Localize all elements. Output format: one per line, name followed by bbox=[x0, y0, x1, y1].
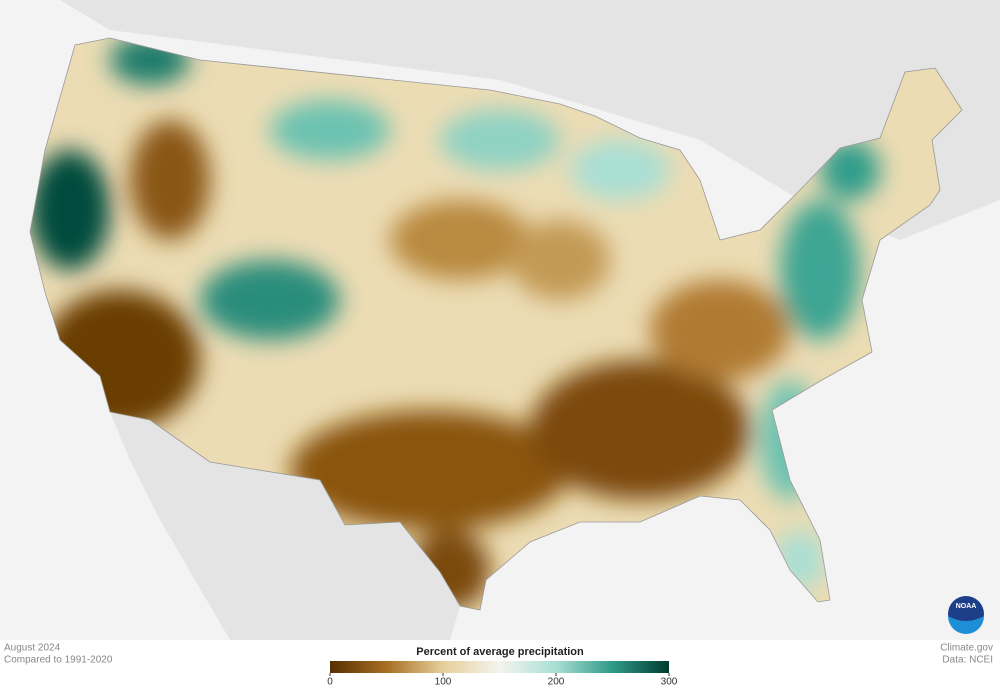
legend-title: Percent of average precipitation bbox=[416, 646, 584, 658]
mexico bbox=[110, 412, 460, 640]
data-credit: Data: NCEI bbox=[942, 655, 993, 666]
colorbar-tick-label: 0 bbox=[327, 677, 333, 688]
colorbar-tick-label: 100 bbox=[435, 677, 452, 688]
colorbar-tick-label: 200 bbox=[548, 677, 565, 688]
colorbar bbox=[330, 661, 669, 673]
colorbar-tick-label: 300 bbox=[661, 677, 678, 688]
precipitation-field bbox=[30, 38, 962, 610]
date: August 2024 bbox=[4, 643, 61, 654]
source: Climate.gov bbox=[940, 643, 993, 654]
noaa-logo-wave bbox=[948, 616, 984, 634]
canada bbox=[60, 0, 1000, 240]
baseline: Compared to 1991-2020 bbox=[4, 655, 113, 666]
noaa-logo-text: NOAA bbox=[956, 603, 977, 610]
